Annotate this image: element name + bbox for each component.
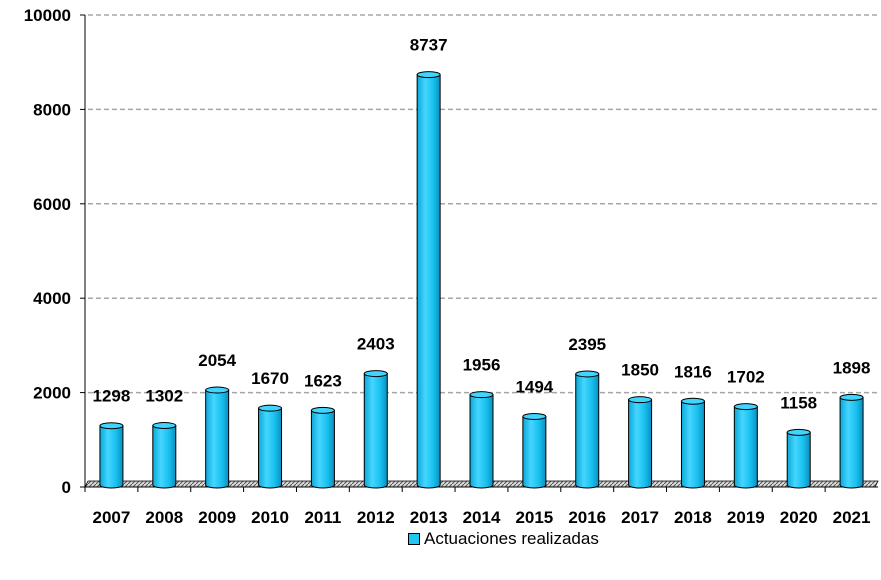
x-tick-label: 2011 xyxy=(304,508,341,527)
bars xyxy=(99,71,864,489)
bar-body xyxy=(680,400,705,489)
bar-body xyxy=(786,431,811,489)
data-labels: 1298 1302 2054 1670 1623 2403 8737 1956 1494 2395… xyxy=(93,36,871,413)
x-tick-label: 2009 xyxy=(198,508,236,527)
legend: Actuaciones realizadas xyxy=(408,529,599,549)
x-tick-label: 2018 xyxy=(674,508,712,527)
bar xyxy=(786,428,811,489)
bar-top xyxy=(99,422,124,430)
bar-top xyxy=(522,412,547,420)
bar-body xyxy=(522,415,547,489)
bar xyxy=(99,422,124,489)
tick-labels: 0 2000 4000 6000 8000 10000 2007 2008 2009 2010 20… xyxy=(24,6,871,527)
bar-body xyxy=(152,425,177,489)
bar xyxy=(575,370,600,489)
x-tick-label: 2021 xyxy=(833,508,871,527)
bar-top xyxy=(469,391,494,399)
x-tick-label: 2016 xyxy=(568,508,606,527)
y-tick-label: 6000 xyxy=(33,195,71,214)
data-label: 2395 xyxy=(568,335,606,354)
x-tick-label: 2010 xyxy=(251,508,289,527)
y-tick-label: 4000 xyxy=(33,289,71,308)
bar-body xyxy=(733,406,758,489)
data-label: 2054 xyxy=(198,351,236,370)
bar xyxy=(416,71,441,489)
data-label: 1302 xyxy=(145,387,183,406)
data-label: 1702 xyxy=(727,368,765,387)
bar-top xyxy=(680,397,705,405)
y-tick-label: 2000 xyxy=(33,384,71,403)
bar-top xyxy=(628,396,653,404)
bar xyxy=(152,422,177,489)
data-label: 1158 xyxy=(780,393,817,412)
data-label: 1850 xyxy=(621,361,659,380)
bar-top xyxy=(733,403,758,411)
gridlines xyxy=(88,14,878,394)
x-tick-label: 2017 xyxy=(621,508,659,527)
bar xyxy=(258,404,283,489)
legend-swatch xyxy=(408,533,420,545)
data-label: 1956 xyxy=(463,356,501,375)
bar-body xyxy=(258,407,283,489)
data-label: 8737 xyxy=(410,36,448,55)
bar xyxy=(522,412,547,489)
x-tick-label: 2007 xyxy=(93,508,131,527)
bar-body xyxy=(628,399,653,489)
bar-top xyxy=(205,386,230,394)
bar-top xyxy=(575,370,600,378)
data-label: 1298 xyxy=(93,387,131,406)
bar-body xyxy=(575,373,600,489)
bar-top xyxy=(839,393,864,401)
bar-body xyxy=(469,394,494,489)
x-tick-label: 2019 xyxy=(727,508,765,527)
bar xyxy=(363,370,388,489)
x-tick-label: 2015 xyxy=(515,508,553,527)
y-tick-label: 8000 xyxy=(33,100,71,119)
bar xyxy=(733,403,758,489)
data-label: 1898 xyxy=(833,358,871,377)
bar-body xyxy=(416,74,441,489)
bar-body xyxy=(839,396,864,489)
data-label: 1816 xyxy=(674,362,712,381)
x-tick-label: 2013 xyxy=(410,508,448,527)
x-tick-label: 2012 xyxy=(357,508,395,527)
bar xyxy=(628,396,653,489)
bar xyxy=(680,397,705,489)
bar xyxy=(839,393,864,489)
data-label: 2403 xyxy=(357,335,395,354)
bar-body xyxy=(310,409,335,489)
bar xyxy=(205,386,230,489)
legend-label: Actuaciones realizadas xyxy=(424,529,599,548)
x-tick-label: 2020 xyxy=(780,508,818,527)
bar-top xyxy=(152,422,177,430)
data-label: 1670 xyxy=(251,369,289,388)
bar-top xyxy=(310,406,335,414)
data-label: 1623 xyxy=(304,371,342,390)
bar-top xyxy=(786,428,811,436)
x-tick-label: 2008 xyxy=(145,508,183,527)
y-tick-label: 10000 xyxy=(24,6,71,25)
bar-body xyxy=(99,425,124,489)
bar-body xyxy=(363,373,388,489)
y-tick-label: 0 xyxy=(62,478,71,497)
bar xyxy=(310,406,335,489)
data-label: 1494 xyxy=(515,377,553,396)
bar-body xyxy=(205,389,230,489)
bar-top xyxy=(258,404,283,412)
bar xyxy=(469,391,494,489)
bar-top xyxy=(416,71,441,79)
x-tick-label: 2014 xyxy=(463,508,501,527)
bar-top xyxy=(363,370,388,378)
